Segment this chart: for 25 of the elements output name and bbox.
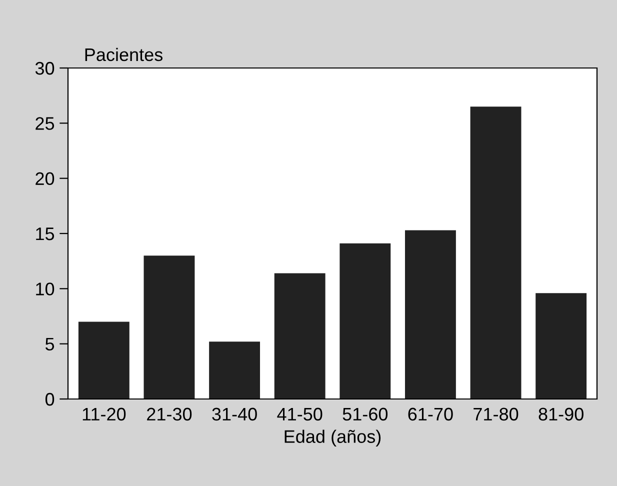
y-tick-label: 20 [36,172,54,186]
x-tick-label: 71-80 [474,408,518,421]
bar [78,322,130,399]
x-tick-label: 11-20 [82,408,126,421]
bar [340,243,391,399]
x-axis-title: Edad (años) [284,430,381,447]
x-tick-label: 31-40 [212,408,257,421]
bar [404,230,456,399]
y-tick-label: 30 [35,62,54,75]
y-tick-label: 15 [36,228,54,240]
bar [274,273,326,399]
y-tick-label: 10 [36,282,54,296]
x-tick-label: 81-90 [538,408,584,421]
bar [536,293,587,399]
bar [144,256,195,399]
x-tick-label: 41-50 [277,408,322,421]
bar [470,106,522,399]
x-tick-label: 51-60 [342,408,388,421]
y-tick-label: 25 [36,117,54,130]
y-tick-label: 0 [45,392,54,406]
y-tick-label: 5 [45,338,54,351]
y-axis-title: Pacientes [85,48,163,62]
x-tick-label: 21-30 [147,408,192,421]
x-tick-label: 61-70 [408,408,453,421]
bar [209,342,260,399]
